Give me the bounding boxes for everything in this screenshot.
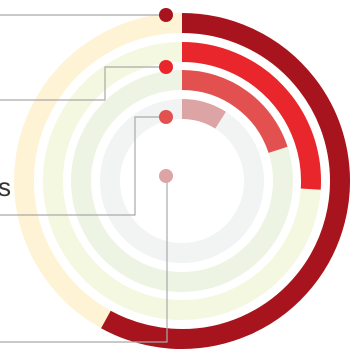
ring-bar-1 <box>101 13 350 349</box>
ring-bar-4 <box>181 99 226 129</box>
leader-line-2 <box>0 66 166 101</box>
ring-marker-1 <box>159 8 173 22</box>
ring-bar-2 <box>181 42 321 190</box>
ring-marker-4 <box>159 169 173 183</box>
ring-bar-3 <box>181 70 288 154</box>
ring-marker-3 <box>159 110 173 124</box>
ring-bars <box>101 13 350 349</box>
ring-track-4 <box>100 99 264 263</box>
leader-line-3 <box>0 116 166 216</box>
ring-label-fragment: s <box>0 172 11 202</box>
ring-markers <box>159 8 173 183</box>
ring-marker-2 <box>159 60 173 74</box>
